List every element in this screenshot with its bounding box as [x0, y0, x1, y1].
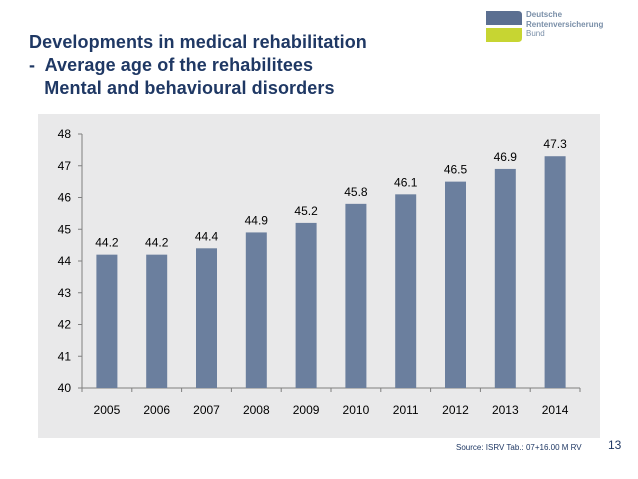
- logo-name-line-1: Deutsche: [526, 10, 563, 19]
- y-tick-label: 41: [58, 349, 72, 363]
- bar: [295, 222, 317, 388]
- page-number: 13: [608, 438, 622, 452]
- data-label: 47.3: [543, 137, 567, 151]
- x-tick-label: 2011: [393, 403, 419, 417]
- drv-logo-icon: [486, 11, 522, 42]
- data-label: 46.9: [494, 150, 518, 164]
- y-tick-label: 40: [58, 381, 72, 395]
- y-tick-label: 43: [58, 286, 72, 300]
- logo-text: Deutsche Rentenversicherung Bund: [526, 10, 603, 39]
- title-line-3: Mental and behavioural disorders: [29, 78, 335, 98]
- x-tick-label: 2008: [243, 403, 270, 417]
- data-label: 44.4: [195, 229, 219, 243]
- bar: [96, 254, 118, 388]
- logo-name-line-3: Bund: [526, 29, 545, 38]
- bar: [345, 203, 367, 388]
- x-tick-label: 2013: [492, 403, 519, 417]
- y-tick-label: 46: [58, 191, 72, 205]
- bar: [494, 168, 516, 388]
- x-tick-label: 2005: [94, 403, 121, 417]
- x-tick-label: 2009: [293, 403, 320, 417]
- data-label: 44.9: [245, 213, 269, 227]
- x-tick-label: 2006: [143, 403, 170, 417]
- bar: [395, 194, 417, 388]
- bar: [445, 181, 466, 388]
- y-tick-label: 42: [58, 318, 72, 332]
- logo-top-band: [486, 11, 522, 25]
- logo-name-line-2: Rentenversicherung: [526, 19, 604, 29]
- data-label: 46.5: [444, 163, 468, 177]
- drv-logo: Deutsche Rentenversicherung Bund: [484, 9, 634, 55]
- bar: [146, 254, 168, 388]
- data-label: 45.8: [344, 185, 368, 199]
- y-tick-label: 47: [58, 159, 72, 173]
- bar-chart: 40 41 42 43 44 45 46 47 48 44.2 2005 44.2 2006 44.4 20…: [58, 127, 581, 417]
- y-tick-label: 45: [58, 222, 72, 236]
- y-tick-label: 48: [58, 127, 72, 141]
- x-tick-label: 2007: [193, 403, 220, 417]
- chart-panel: 40 41 42 43 44 45 46 47 48 44.2 2005 44.2 2006 44.4 20…: [38, 114, 600, 438]
- x-tick-label: 2014: [542, 403, 569, 417]
- x-tick-label: 2010: [343, 403, 370, 417]
- data-label: 46.1: [394, 175, 418, 189]
- slide-title: Developments in medical rehabilitation -…: [29, 31, 367, 100]
- title-line-2: - Average age of the rehabilitees: [29, 55, 314, 75]
- y-tick-label: 44: [58, 254, 72, 268]
- data-label: 45.2: [294, 204, 318, 218]
- x-tick-label: 2012: [442, 403, 469, 417]
- bar: [196, 248, 217, 388]
- source-note: Source: ISRV Tab.: 07+16.00 M RV: [456, 443, 582, 452]
- data-label: 44.2: [145, 236, 169, 250]
- bar: [245, 232, 267, 388]
- logo-bottom-band: [486, 28, 522, 42]
- title-line-1: Developments in medical rehabilitation: [29, 32, 367, 52]
- data-label: 44.2: [95, 236, 119, 250]
- bar: [544, 156, 566, 388]
